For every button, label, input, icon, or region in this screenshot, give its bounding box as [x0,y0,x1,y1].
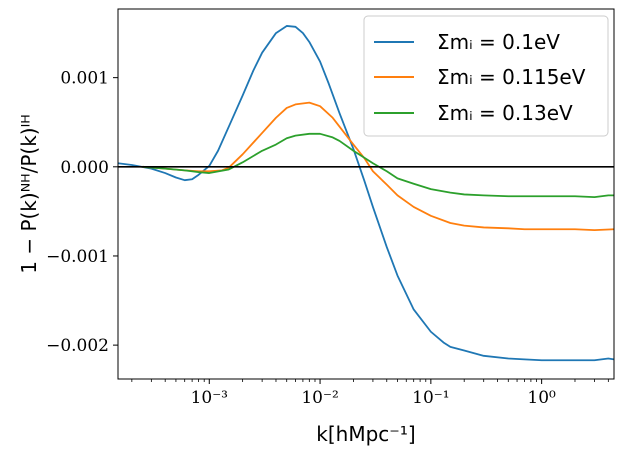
y-axis-label: 1 − P(k)ᴺᴴ/P(k)ᴵᴴ [17,114,41,274]
legend: Σmᵢ = 0.1eV Σmᵢ = 0.115eV Σmᵢ = 0.13eV [363,15,609,137]
legend-label-1: Σmᵢ = 0.115eV [437,65,586,89]
y-tick-label: −0.002 [46,336,109,356]
series-line-2 [142,132,614,199]
ticks-layer: 10⁻³ 10⁻² 10⁻¹ 10⁰ −0.002 −0.001 0.000 0.001 [46,69,609,408]
x-tick-label: 10⁻³ [191,388,228,408]
y-tick-label: −0.001 [46,247,109,267]
x-tick-label: 10⁻¹ [412,388,449,408]
legend-label-0: Σmᵢ = 0.1eV [437,30,560,54]
series-line-0 [118,25,614,362]
legend-box [363,15,609,137]
legend-label-2: Σmᵢ = 0.13eV [437,101,573,125]
y-tick-label: 0.001 [60,69,109,89]
x-axis-label: k[hMpc⁻¹] [316,422,415,446]
y-tick-label: 0.000 [60,158,109,178]
series-layer [118,25,614,362]
x-tick-label: 10⁻² [301,388,338,408]
plot-frame [117,8,615,380]
x-tick-label: 10⁰ [527,388,556,408]
